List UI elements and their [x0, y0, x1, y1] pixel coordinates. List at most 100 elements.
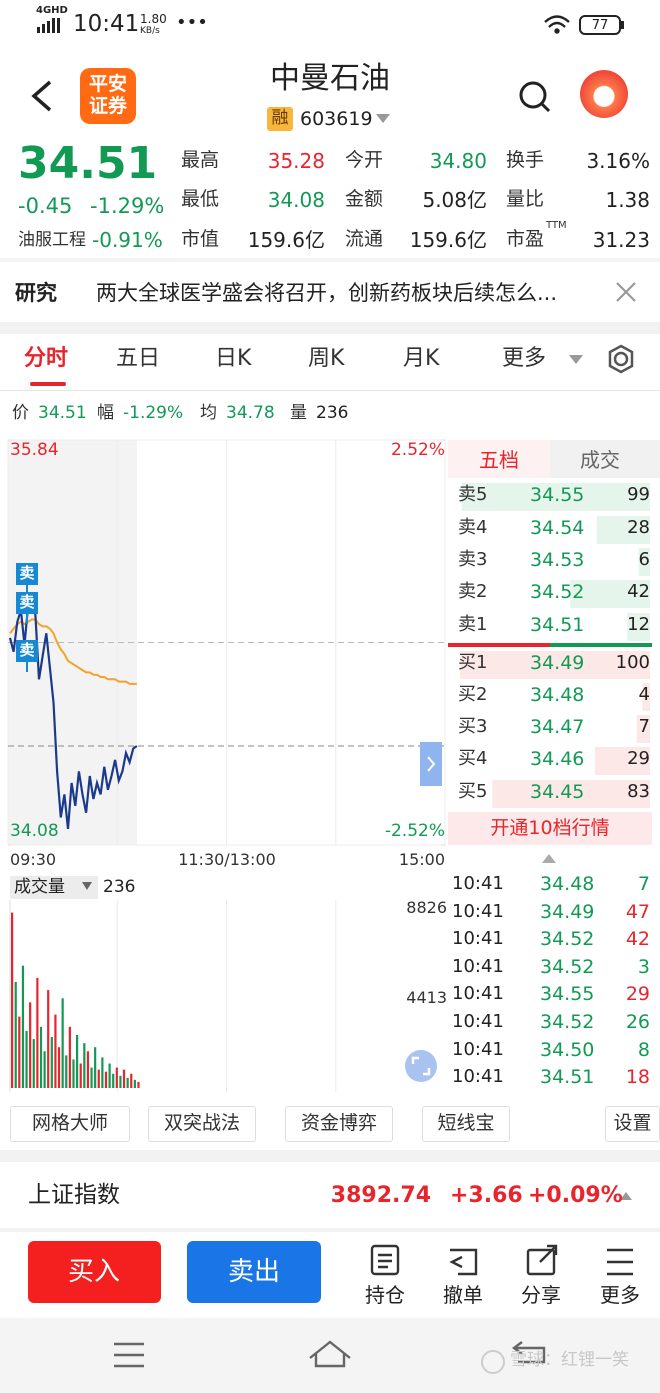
tool-label[interactable]: 双突战法 — [163, 1112, 241, 1134]
book-volume: 4 — [638, 684, 650, 705]
volume-bar — [43, 1051, 46, 1088]
action-label[interactable]: 分享 — [521, 1283, 561, 1307]
chart-tab[interactable]: 更多 — [502, 346, 547, 371]
more-arrow[interactable] — [569, 355, 583, 364]
volume-bar — [115, 1067, 118, 1088]
volume-bar — [57, 1047, 61, 1088]
chart-tab[interactable]: 月K — [403, 346, 440, 371]
action-icons[interactable] — [370, 1244, 633, 1276]
index-arrow[interactable] — [620, 1192, 632, 1200]
book-volume: 28 — [627, 517, 650, 538]
trade-volume: 3 — [637, 955, 650, 978]
book-side-label: 买3 — [458, 716, 488, 737]
x-tick-label: 09:30 — [10, 850, 57, 869]
separator — [0, 322, 660, 334]
trade-arrow[interactable] — [542, 854, 556, 863]
volume-bar — [104, 1071, 108, 1088]
logo-box[interactable] — [80, 68, 136, 124]
volume-current: 236 — [103, 877, 136, 897]
chart-tab[interactable]: 分时 — [24, 346, 69, 371]
book-tab[interactable]: 五档 — [479, 448, 519, 472]
tool-label[interactable]: 短线宝 — [437, 1112, 495, 1134]
trade-price: 34.52 — [540, 928, 595, 951]
stat-label: 市值 — [181, 228, 220, 250]
stat-label: 今开 — [345, 149, 384, 171]
chart-tab[interactable]: 五日 — [116, 346, 161, 371]
tool-label[interactable]: 资金博弈 — [300, 1112, 378, 1134]
trade-marker — [16, 640, 38, 662]
volume-bar — [76, 1034, 79, 1088]
book-tab-bg[interactable] — [550, 440, 660, 478]
tab-divider — [0, 390, 660, 391]
watermark: 雪球：红锂一笑 — [510, 1350, 629, 1370]
volume-bar — [79, 1063, 82, 1088]
stat-value: 5.08亿 — [422, 188, 487, 212]
badge-box — [267, 107, 293, 131]
book-tab[interactable]: 成交 — [580, 448, 620, 472]
book-price: 34.52 — [530, 581, 585, 603]
wifi-icon — [544, 15, 570, 34]
sell-button[interactable] — [187, 1241, 321, 1303]
sector-name[interactable]: 油服工程 — [18, 230, 86, 250]
chart-tab[interactable]: 日K — [215, 346, 252, 371]
action-label[interactable]: 撤单 — [443, 1283, 483, 1307]
expand-button[interactable] — [405, 1050, 437, 1082]
volume-dropdown[interactable] — [82, 882, 92, 890]
volume-title[interactable]: 成交量 — [14, 877, 65, 897]
dropdown-icon[interactable] — [376, 114, 390, 123]
volume-bar — [126, 1077, 129, 1088]
trade-time: 10:41 — [452, 1066, 504, 1088]
expand-icon[interactable] — [411, 1056, 431, 1076]
tool-button[interactable] — [422, 1106, 510, 1142]
trade-volume: 7 — [637, 873, 650, 895]
separator — [0, 258, 660, 262]
nav-icons[interactable] — [114, 1340, 546, 1368]
settings-icon[interactable] — [608, 344, 634, 374]
action-label[interactable]: 持仓 — [365, 1283, 405, 1307]
buy-button[interactable] — [28, 1241, 161, 1303]
signal-icon — [37, 18, 60, 33]
stock-name: 中曼石油 — [270, 61, 390, 96]
depth-bar — [460, 651, 650, 679]
action-label[interactable]: 更多 — [600, 1283, 640, 1307]
tool-button[interactable] — [148, 1106, 256, 1142]
book-side-label: 买2 — [458, 684, 488, 705]
info-value: 34.51 — [38, 403, 87, 423]
trade-time: 10:41 — [452, 1011, 504, 1032]
chart-tab[interactable]: 周K — [308, 346, 345, 371]
x-tick-label: 11:30/13:00 — [178, 850, 276, 869]
info-label: 均 — [200, 403, 217, 423]
search-icon[interactable] — [519, 81, 551, 113]
tool-button[interactable] — [10, 1106, 130, 1142]
volume-bar — [133, 1079, 136, 1088]
info-label: 价 — [12, 403, 29, 423]
volume-bar — [18, 1016, 21, 1088]
book-side-label: 卖1 — [458, 614, 488, 635]
y-tick-label: 34.08 — [10, 821, 59, 841]
book-price: 34.46 — [530, 748, 585, 770]
tool-button[interactable] — [285, 1106, 393, 1142]
tool-label[interactable]: 网格大师 — [31, 1112, 109, 1134]
battery-level: 77 — [591, 18, 609, 33]
book-side-label: 卖3 — [458, 549, 488, 570]
index-name[interactable]: 上证指数 — [28, 1182, 120, 1208]
back-icon[interactable] — [31, 80, 52, 112]
collapse-arrow — [427, 756, 436, 772]
news-headline[interactable]: 两大全球医学盛会将召开，创新药板块后续怎么... — [96, 281, 558, 305]
volume-bar — [72, 1059, 75, 1088]
volume-bar — [94, 1047, 97, 1088]
tool-label[interactable]: 设置 — [613, 1112, 652, 1134]
average-line — [9, 618, 137, 685]
upgrade-link[interactable]: 开通10档行情 — [490, 817, 610, 839]
book-tab-bg[interactable] — [448, 440, 550, 478]
sell-label[interactable]: 卖出 — [227, 1257, 281, 1287]
stat-label: 最高 — [181, 149, 220, 171]
upgrade-bg[interactable] — [448, 812, 652, 845]
volume-title-bg[interactable] — [10, 876, 98, 899]
trade-price: 34.49 — [540, 900, 595, 923]
close-icon[interactable] — [616, 282, 636, 302]
avatar[interactable] — [580, 70, 628, 118]
buy-label[interactable]: 买入 — [67, 1257, 121, 1287]
book-side-label: 卖5 — [458, 484, 488, 505]
